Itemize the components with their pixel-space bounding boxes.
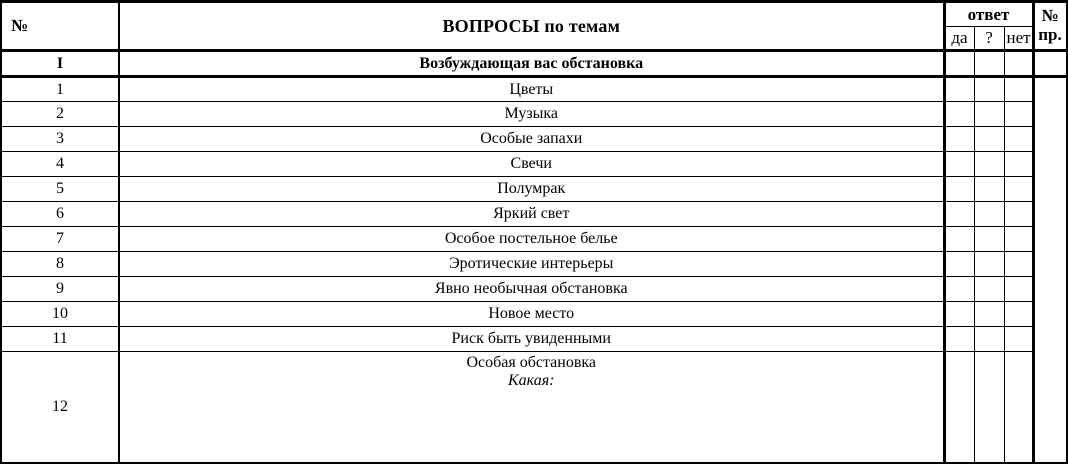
- table-row: 2 Музыка: [0, 101, 1067, 127]
- answer-cell-maybe[interactable]: [973, 126, 1005, 152]
- answer-option-da: да: [942, 26, 975, 52]
- answer-cell-net[interactable]: [1003, 251, 1034, 277]
- question-cell: Особые запахи: [118, 126, 945, 152]
- question-cell: Свечи: [118, 151, 945, 177]
- question-cell: Цветы: [118, 76, 945, 102]
- question-cell: Музыка: [118, 101, 945, 127]
- section-number-cell: I: [0, 50, 120, 78]
- answer-cell-net[interactable]: [1003, 301, 1034, 327]
- answer-cell-da[interactable]: [942, 101, 975, 127]
- row-number-cell: 2: [0, 101, 120, 127]
- question-cell: Явно необычная обстановка: [118, 276, 945, 302]
- answer-cell-net[interactable]: [1003, 76, 1034, 102]
- answer-group-header: ответ: [942, 1, 1034, 27]
- question-cell: Особое постельное белье: [118, 226, 945, 252]
- answer-cell-maybe[interactable]: [973, 101, 1005, 127]
- row-number-cell: 8: [0, 251, 120, 277]
- question-text: Особая обстановка: [466, 354, 597, 371]
- answer-cell-net[interactable]: [1003, 326, 1034, 352]
- ref-cell-merged[interactable]: [1031, 76, 1068, 463]
- question-cell: Полумрак: [118, 176, 945, 202]
- ref-cell[interactable]: [1031, 50, 1068, 78]
- section-row: I Возбуждающая вас обстановка: [0, 50, 1068, 78]
- answer-cell-maybe[interactable]: [973, 151, 1005, 177]
- answer-cell-maybe[interactable]: [973, 76, 1005, 102]
- answer-cell-da[interactable]: [942, 226, 975, 252]
- answer-cell-da[interactable]: [942, 201, 975, 227]
- table-row: 5 Полумрак: [0, 176, 1067, 202]
- row-number-cell: 9: [0, 276, 120, 302]
- table-row: 3 Особые запахи: [0, 126, 1067, 152]
- answer-cell-net[interactable]: [1003, 101, 1034, 127]
- answer-cell-maybe[interactable]: [973, 176, 1005, 202]
- table-row: 8 Эротические интерьеры: [0, 251, 1067, 277]
- row-number-cell: 10: [0, 301, 120, 327]
- answer-cell-maybe[interactable]: [973, 301, 1005, 327]
- question-cell: Новое место: [118, 301, 945, 327]
- header-row-2: да ? нет: [1, 26, 1067, 52]
- answer-option-net: нет: [1003, 26, 1034, 52]
- table-row: 10 Новое место: [0, 301, 1067, 327]
- ref-header-line2: пр.: [1038, 25, 1062, 44]
- answer-cell-maybe[interactable]: [973, 326, 1005, 352]
- answer-cell-net[interactable]: [1003, 201, 1034, 227]
- question-cell: Риск быть увиденными: [118, 326, 945, 352]
- table-row: 11 Риск быть увиденными: [0, 326, 1067, 352]
- answer-cell-maybe[interactable]: [973, 226, 1005, 252]
- answer-cell-net[interactable]: [1003, 226, 1034, 252]
- answer-cell-net[interactable]: [1003, 176, 1034, 202]
- table-row: 9 Явно необычная обстановка: [0, 276, 1067, 302]
- table-row: 7 Особое постельное белье: [0, 226, 1067, 252]
- table-row: 1 Цветы: [0, 76, 1068, 463]
- row-number-cell: 7: [0, 226, 120, 252]
- answer-cell-maybe[interactable]: [973, 276, 1005, 302]
- questions-column-header: ВОПРОСЫ по темам: [118, 1, 945, 52]
- answer-cell-da[interactable]: [942, 301, 975, 327]
- table-row: 4 Свечи: [0, 151, 1067, 177]
- row-number-cell: 5: [0, 176, 120, 202]
- answer-cell-maybe[interactable]: [973, 50, 1005, 78]
- ref-header-line1: №: [1041, 6, 1059, 26]
- answer-cell-da[interactable]: [942, 126, 975, 152]
- answer-cell-maybe[interactable]: [973, 201, 1005, 227]
- answer-cell-maybe[interactable]: [973, 351, 1005, 463]
- answer-cell-maybe[interactable]: [973, 251, 1005, 277]
- question-cell: Яркий свет: [118, 201, 945, 227]
- question-cell: Эротические интерьеры: [118, 251, 945, 277]
- row-number-cell: 3: [0, 126, 120, 152]
- row-number-cell: 1: [0, 76, 120, 102]
- answer-cell-da[interactable]: [942, 251, 975, 277]
- row-number-cell: 12: [0, 351, 120, 463]
- answer-cell-da[interactable]: [942, 76, 975, 102]
- answer-cell-net[interactable]: [1003, 276, 1034, 302]
- question-cell: Особая обстановка Какая:: [118, 351, 945, 463]
- num-column-header: №: [0, 1, 120, 52]
- ref-column-header: № пр.: [1031, 1, 1068, 52]
- table-row: 6 Яркий свет: [0, 201, 1067, 227]
- answer-cell-da[interactable]: [942, 50, 975, 78]
- question-note: Какая:: [508, 372, 555, 389]
- answer-cell-net[interactable]: [1003, 351, 1034, 463]
- header-row-1: № ВОПРОСЫ по темам ответ № пр.: [0, 1, 1068, 52]
- row-number-cell: 11: [0, 326, 120, 352]
- answer-cell-net[interactable]: [1003, 126, 1034, 152]
- answer-cell-da[interactable]: [942, 276, 975, 302]
- answer-cell-da[interactable]: [942, 351, 975, 463]
- answer-cell-da[interactable]: [942, 326, 975, 352]
- answer-cell-net[interactable]: [1003, 151, 1034, 177]
- answer-cell-da[interactable]: [942, 151, 975, 177]
- row-number-cell: 4: [0, 151, 120, 177]
- answer-cell-net[interactable]: [1003, 50, 1034, 78]
- answer-cell-da[interactable]: [942, 176, 975, 202]
- answer-option-maybe: ?: [973, 26, 1005, 52]
- table-row: 12 Особая обстановка Какая:: [0, 351, 1067, 463]
- row-number-cell: 6: [0, 201, 120, 227]
- section-title-cell: Возбуждающая вас обстановка: [118, 50, 945, 78]
